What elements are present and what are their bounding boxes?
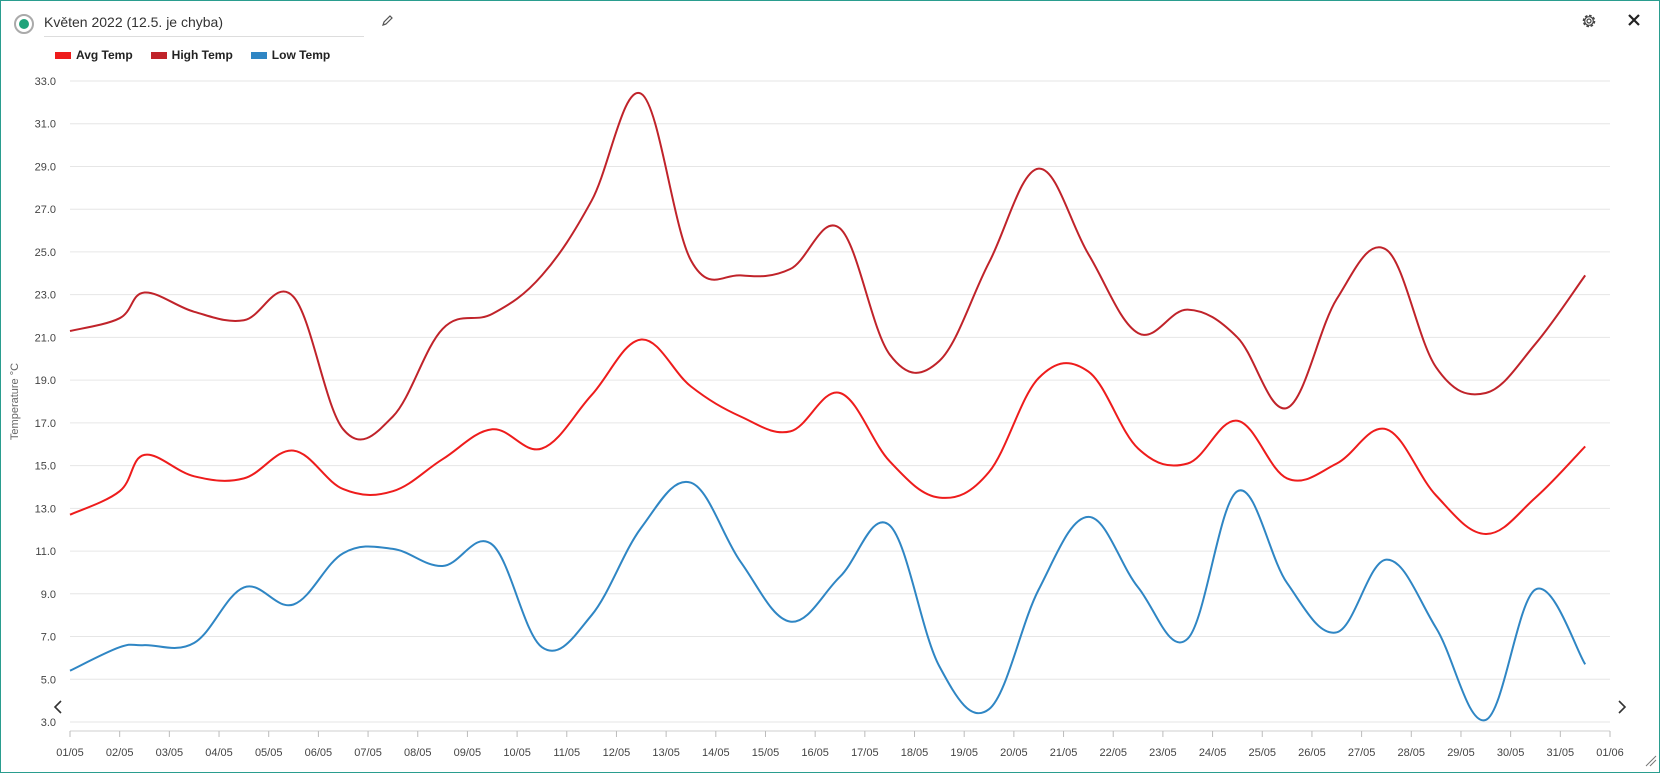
legend-item[interactable]: Avg Temp <box>55 48 133 62</box>
x-tick-label: 12/05 <box>603 747 631 759</box>
legend-swatch <box>55 51 71 59</box>
legend-item[interactable]: High Temp <box>150 48 233 62</box>
x-tick-label: 07/05 <box>354 747 382 759</box>
legend-swatch <box>150 51 167 59</box>
legend-label: Low Temp <box>271 48 331 62</box>
x-tick-label: 23/05 <box>1149 747 1177 759</box>
y-tick-label: 19.0 <box>35 375 56 387</box>
x-tick-label: 19/05 <box>950 747 978 759</box>
x-tick-label: 01/06 <box>1596 747 1624 759</box>
x-tick-label: 21/05 <box>1050 747 1078 759</box>
chart-legend: Avg Temp High Temp Low Temp <box>55 48 330 62</box>
x-tick-label: 26/05 <box>1298 747 1326 759</box>
gear-icon[interactable] <box>1580 12 1598 30</box>
series-line <box>69 338 1586 536</box>
x-tick-label: 16/05 <box>801 747 829 759</box>
y-tick-label: 11.0 <box>35 546 56 558</box>
y-tick-label: 29.0 <box>35 161 56 173</box>
x-tick-label: 06/05 <box>305 747 333 759</box>
x-tick-label: 31/05 <box>1547 747 1575 759</box>
x-tick-label: 25/05 <box>1248 747 1276 759</box>
legend-label: High Temp <box>171 48 233 62</box>
x-tick-label: 24/05 <box>1199 747 1227 759</box>
x-tick-label: 01/05 <box>56 747 84 759</box>
legend-label: Avg Temp <box>76 48 133 62</box>
x-tick-label: 18/05 <box>901 747 929 759</box>
legend-item[interactable]: Low Temp <box>250 48 331 62</box>
y-tick-label: 27.0 <box>35 204 56 216</box>
x-tick-label: 30/05 <box>1497 747 1525 759</box>
y-tick-label: 17.0 <box>35 418 56 430</box>
y-tick-label: 21.0 <box>35 332 56 344</box>
x-tick-label: 29/05 <box>1447 747 1475 759</box>
widget-title-input[interactable] <box>44 11 364 37</box>
x-tick-label: 10/05 <box>503 747 531 759</box>
x-tick-label: 22/05 <box>1099 747 1127 759</box>
y-tick-label: 5.0 <box>41 674 56 686</box>
x-tick-label: 17/05 <box>851 747 879 759</box>
status-dot <box>19 19 29 29</box>
y-tick-label: 9.0 <box>41 589 56 601</box>
x-tick-label: 05/05 <box>255 747 283 759</box>
x-tick-label: 27/05 <box>1348 747 1376 759</box>
x-tick-label: 02/05 <box>106 747 134 759</box>
x-tick-label: 13/05 <box>652 747 680 759</box>
x-tick-label: 04/05 <box>205 747 233 759</box>
x-tick-label: 03/05 <box>156 747 184 759</box>
y-tick-label: 15.0 <box>35 461 56 473</box>
y-tick-label: 3.0 <box>41 717 56 729</box>
x-tick-label: 08/05 <box>404 747 432 759</box>
y-tick-label: 31.0 <box>35 119 56 131</box>
chevron-right-icon[interactable] <box>1618 700 1627 714</box>
series-line <box>69 91 1587 441</box>
y-tick-label: 7.0 <box>41 632 56 644</box>
y-tick-label: 23.0 <box>35 290 56 302</box>
pencil-icon[interactable] <box>380 14 394 28</box>
x-tick-label: 15/05 <box>752 747 780 759</box>
close-icon[interactable] <box>1626 12 1642 28</box>
x-tick-label: 11/05 <box>553 747 580 759</box>
x-tick-label: 14/05 <box>702 747 730 759</box>
x-tick-label: 09/05 <box>454 747 482 759</box>
status-radio-icon[interactable] <box>14 14 34 34</box>
resize-grip-icon[interactable] <box>1645 755 1657 767</box>
series-line <box>69 480 1587 722</box>
title-bar <box>14 10 364 38</box>
x-tick-label: 20/05 <box>1000 747 1028 759</box>
y-tick-label: 33.0 <box>35 76 56 88</box>
x-tick-label: 28/05 <box>1398 747 1426 759</box>
legend-swatch <box>250 51 267 59</box>
chevron-left-icon[interactable] <box>53 700 62 714</box>
y-tick-label: 13.0 <box>35 503 56 515</box>
y-tick-label: 25.0 <box>35 247 56 259</box>
y-axis-title: Temperature °C <box>9 363 21 440</box>
